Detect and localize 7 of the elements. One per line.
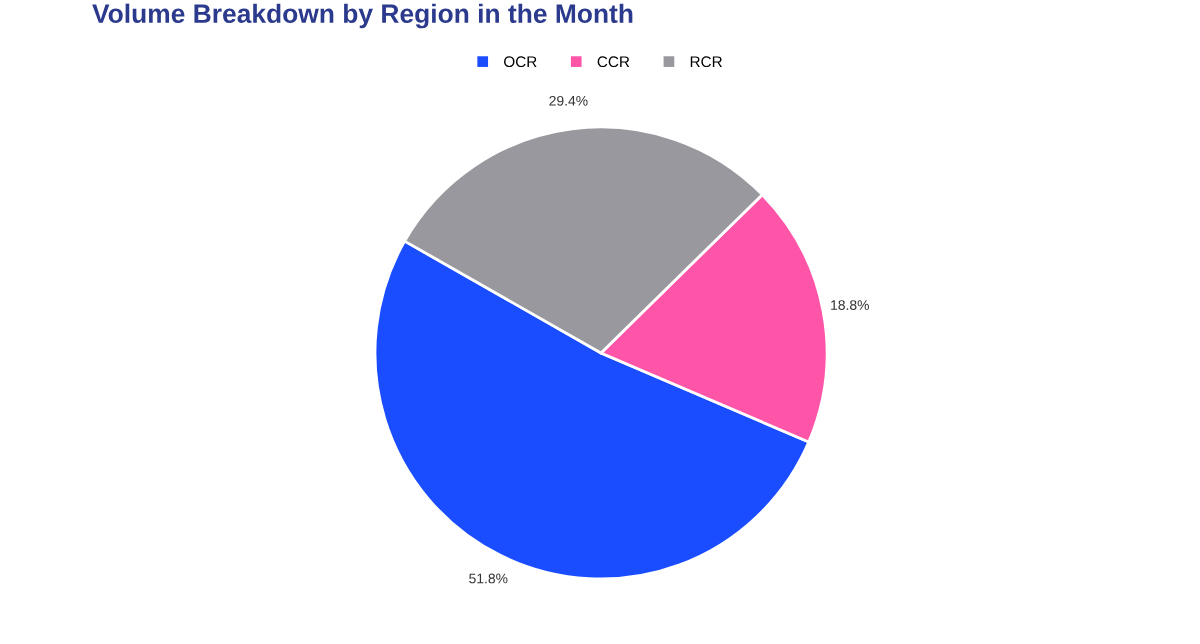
legend-label: OCR xyxy=(504,56,537,68)
data-label: 51.8% xyxy=(469,573,508,584)
data-label: 18.8% xyxy=(831,300,869,310)
data-label: 29.4% xyxy=(549,95,588,106)
legend-label: RCR xyxy=(690,56,722,68)
chart-title: Volume Breakdown by Region in the Month xyxy=(92,3,633,29)
legend-label: CCR xyxy=(597,56,630,68)
